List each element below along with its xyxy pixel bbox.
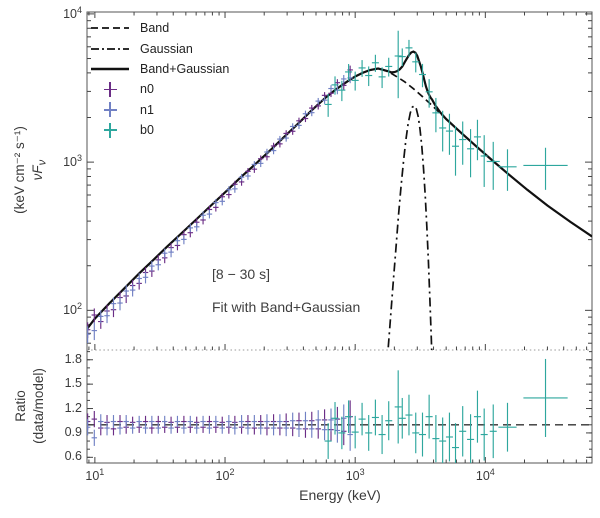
y-axis-title-flux: (keV cm⁻² s⁻¹) νFν bbox=[11, 126, 51, 214]
ratio-tick-label: 1.8 bbox=[34, 352, 82, 366]
gaussian-dashdot-line-swatch bbox=[90, 41, 130, 57]
total-solid-line-swatch bbox=[90, 61, 130, 77]
legend: Band Gaussian Band+Gaussian n0 n1 b0 bbox=[90, 18, 229, 140]
tick-value: 1.8 bbox=[64, 351, 82, 366]
ratio-tick-label: 1.5 bbox=[34, 376, 82, 390]
tick-exp: 4 bbox=[489, 467, 495, 477]
n1-cross-marker bbox=[90, 102, 130, 118]
ratio-tick-label: 1.2 bbox=[34, 401, 82, 415]
tick-base: 10 bbox=[215, 469, 230, 484]
fit-description-annotation: Fit with Band+Gaussian bbox=[212, 299, 361, 315]
legend-item-band: Band bbox=[90, 18, 229, 38]
axis-ticks bbox=[87, 12, 592, 463]
tick-value: 1.5 bbox=[64, 376, 82, 391]
n0-cross-glyph bbox=[103, 81, 118, 97]
legend-label: Band bbox=[140, 21, 170, 36]
legend-label: n0 bbox=[140, 82, 154, 97]
flux-tick-label-1e4: 104 bbox=[34, 5, 82, 21]
tick-exp: 1 bbox=[99, 467, 105, 477]
tick-base: 10 bbox=[345, 469, 360, 484]
gaussian-model-curve bbox=[387, 104, 433, 350]
energy-tick-label-1e1: 101 bbox=[85, 467, 104, 483]
band-dashed-line-swatch bbox=[90, 20, 130, 36]
legend-label: Gaussian bbox=[140, 41, 193, 56]
legend-item-n0: n0 bbox=[90, 79, 229, 99]
legend-line-sample bbox=[91, 67, 129, 71]
legend-item-band-plus-gaussian: Band+Gaussian bbox=[90, 59, 229, 79]
tick-base: 10 bbox=[85, 469, 100, 484]
flux-tick-label-1e2: 102 bbox=[34, 301, 82, 317]
cross-horizontal-bar bbox=[103, 108, 117, 111]
legend-line-sample bbox=[91, 47, 129, 50]
tick-value: 1.2 bbox=[64, 400, 82, 415]
tick-base: 10 bbox=[63, 303, 77, 318]
flux-tick-label-1e3: 103 bbox=[34, 153, 82, 169]
nu-f-text: νF bbox=[30, 165, 46, 181]
tick-exp: 3 bbox=[76, 153, 82, 164]
n0-ratio-data bbox=[87, 400, 353, 446]
tick-exp: 2 bbox=[76, 301, 82, 312]
y-axis-title-ratio: Ratio (data/model) bbox=[12, 368, 48, 444]
legend-label: Band+Gaussian bbox=[140, 61, 230, 76]
b0-cross-glyph bbox=[103, 122, 118, 138]
b0-cross-marker bbox=[90, 122, 130, 138]
n0-cross-marker bbox=[90, 81, 130, 97]
flux-axis-units: (keV cm⁻² s⁻¹) bbox=[11, 126, 27, 214]
n1-spectrum-data bbox=[87, 73, 353, 344]
legend-label: b0 bbox=[140, 123, 154, 138]
time-interval-annotation: [8 − 30 s] bbox=[212, 266, 270, 282]
b0-spectrum-data bbox=[324, 30, 568, 191]
energy-tick-label-1e4: 104 bbox=[476, 467, 495, 483]
ratio-units: (data/model) bbox=[31, 368, 46, 444]
tick-base: 10 bbox=[63, 7, 77, 22]
tick-value: 0.6 bbox=[64, 449, 82, 464]
nu-subscript: ν bbox=[36, 159, 49, 166]
ratio-tick-label: 0.9 bbox=[34, 425, 82, 439]
tick-exp: 3 bbox=[359, 467, 365, 477]
legend-item-gaussian: Gaussian bbox=[90, 38, 229, 58]
ratio-word: Ratio bbox=[12, 390, 28, 422]
legend-label: n1 bbox=[140, 102, 154, 117]
tick-value: 0.9 bbox=[64, 424, 82, 439]
cross-horizontal-bar bbox=[103, 129, 117, 131]
b0-ratio-data bbox=[324, 358, 568, 463]
energy-tick-label-1e2: 102 bbox=[216, 467, 235, 483]
tick-exp: 4 bbox=[76, 4, 82, 15]
n1-cross-glyph bbox=[103, 102, 118, 118]
n1-ratio-data bbox=[87, 404, 353, 451]
tick-exp: 2 bbox=[229, 467, 235, 477]
figure-border bbox=[86, 11, 593, 464]
legend-item-b0: b0 bbox=[90, 120, 229, 140]
energy-tick-label-1e3: 103 bbox=[346, 467, 365, 483]
tick-base: 10 bbox=[63, 155, 77, 170]
tick-base: 10 bbox=[475, 469, 490, 484]
flux-axis-symbol: νFν bbox=[29, 126, 51, 214]
x-axis-title: Energy (keV) bbox=[299, 487, 381, 503]
legend-line-sample bbox=[91, 27, 129, 30]
ratio-tick-label: 0.6 bbox=[34, 449, 82, 463]
cross-horizontal-bar bbox=[103, 88, 117, 91]
legend-item-n1: n1 bbox=[90, 100, 229, 120]
